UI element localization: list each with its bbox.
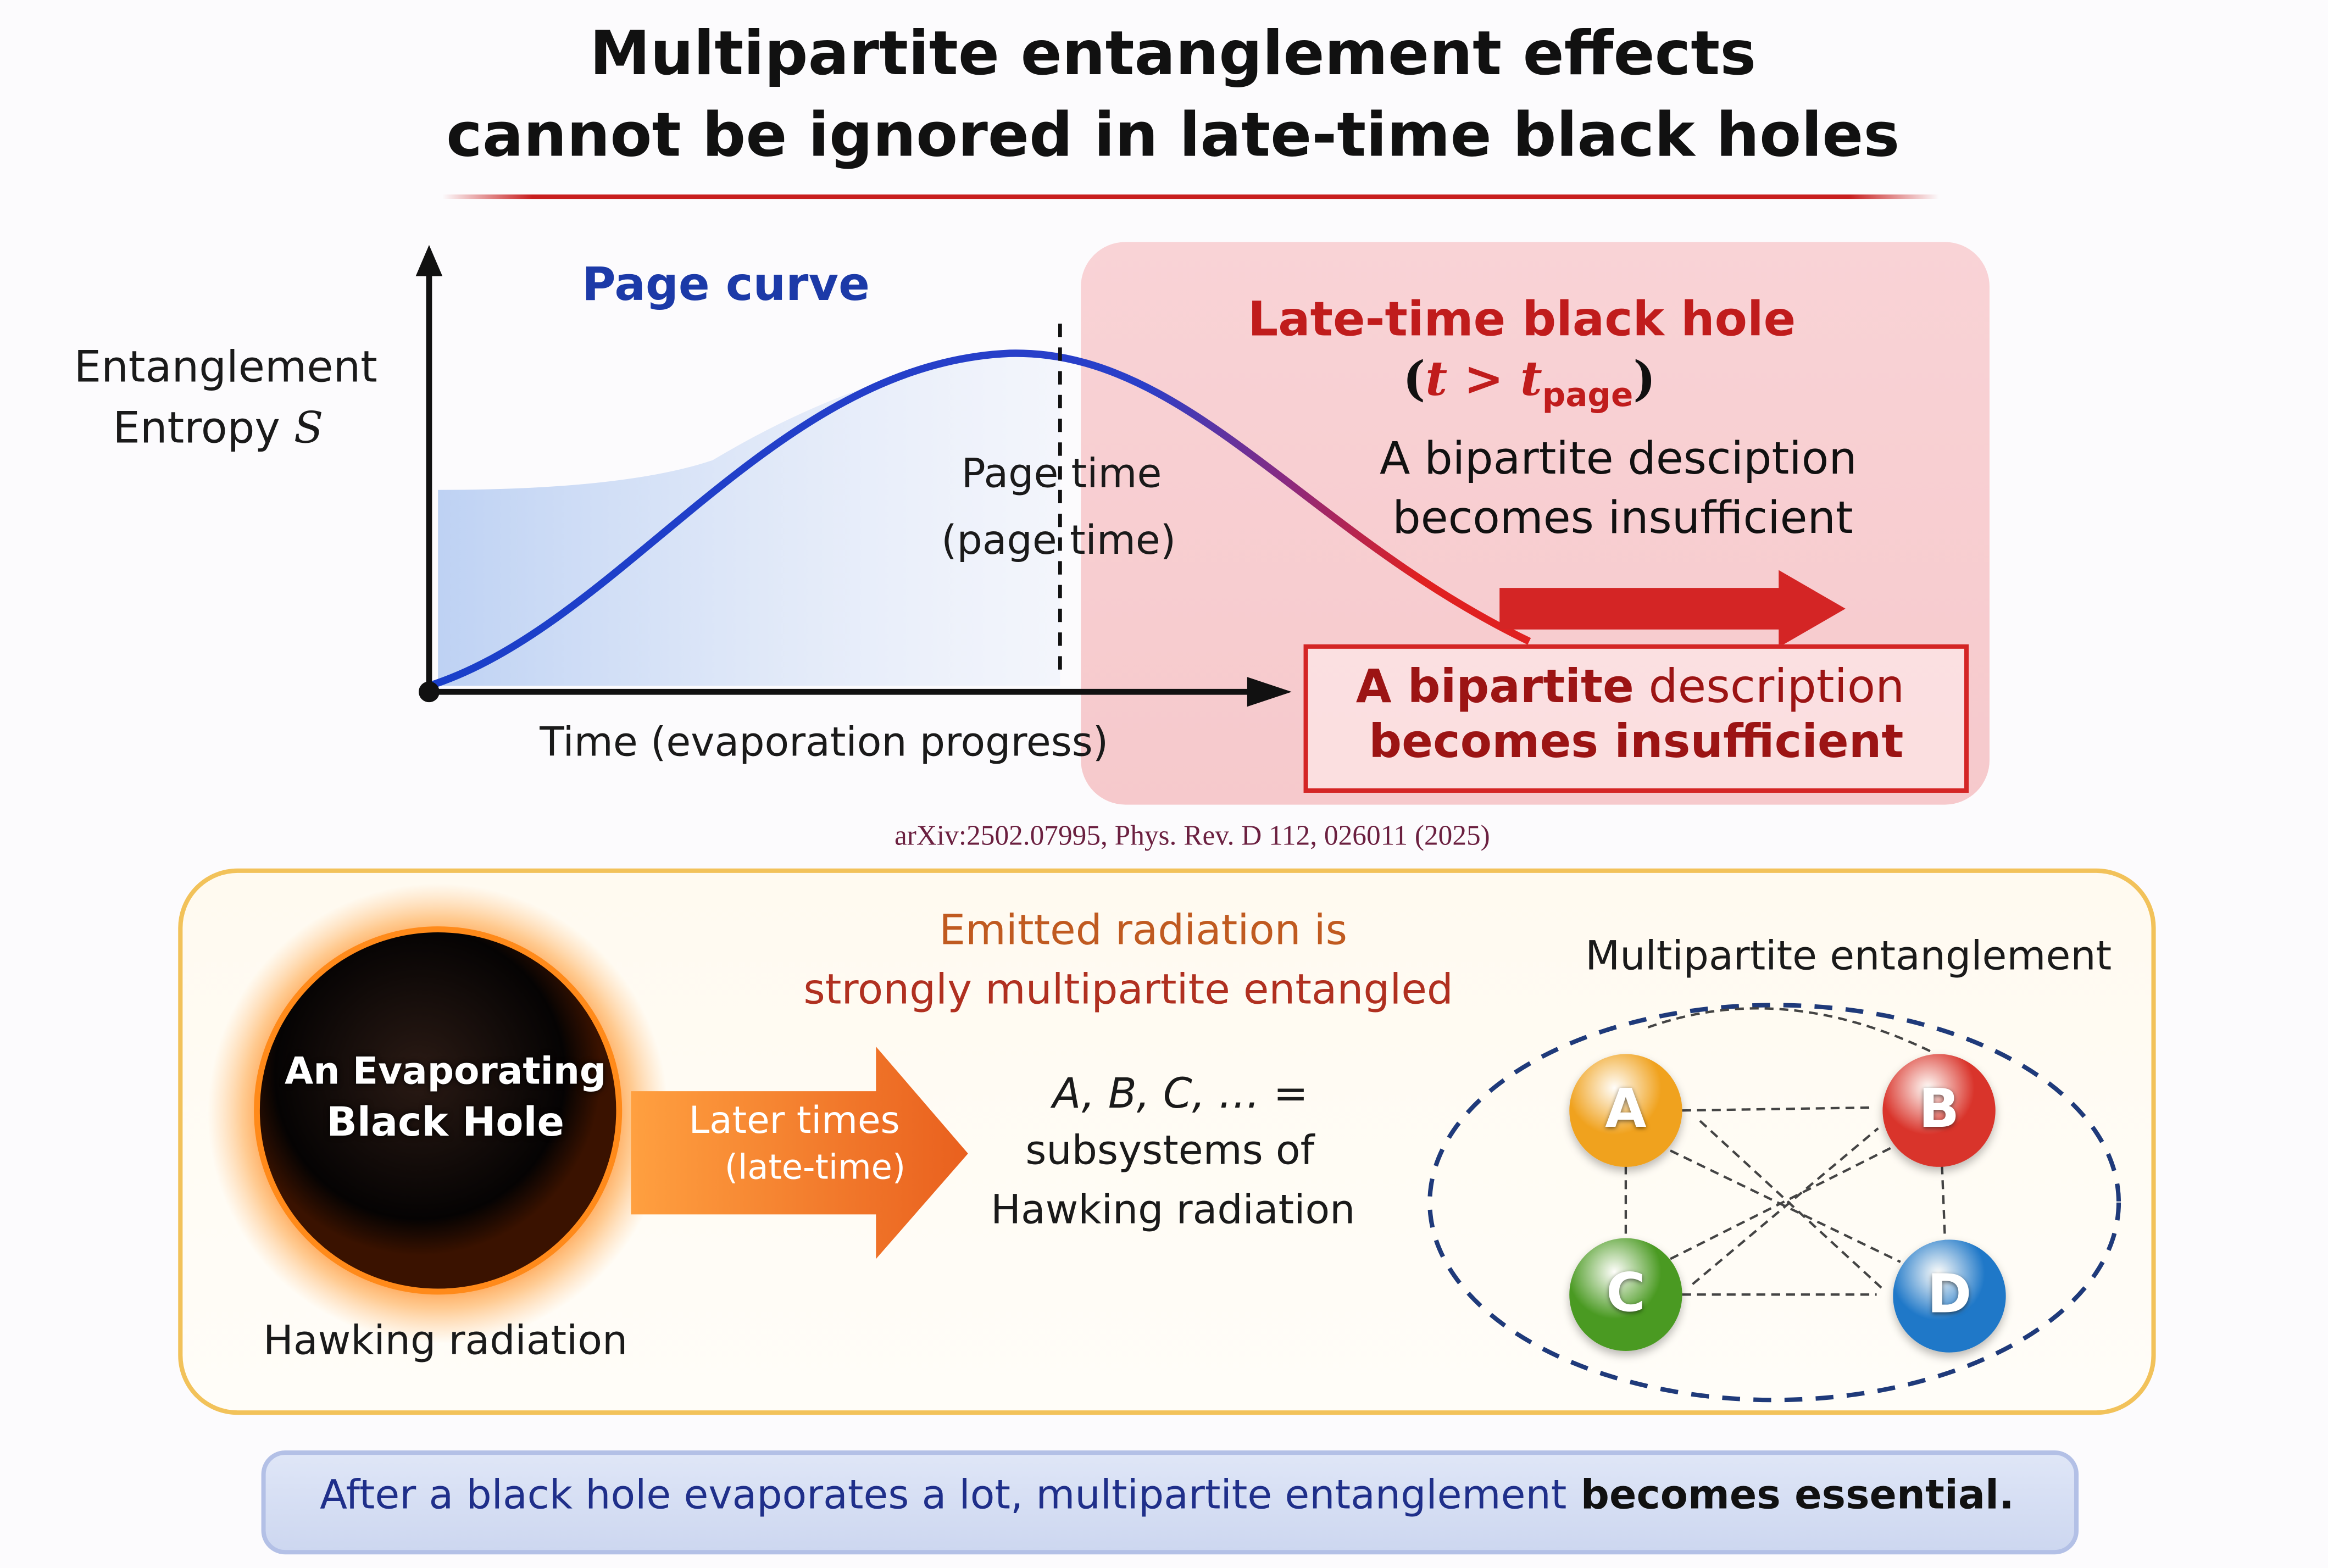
y-axis-variable: S <box>293 402 324 453</box>
title-line-2: cannot be ignored in late-time black hol… <box>446 99 1900 171</box>
y-axis-arrow <box>415 244 443 276</box>
conclusion-text: After a black hole evaporates a lot, mul… <box>320 1473 2014 1519</box>
emitted-line-2: strongly multipartite entangled <box>803 965 1453 1014</box>
entanglement-ellipse <box>1427 1003 2121 1403</box>
box-bipartite: A bipartite <box>1355 660 1634 714</box>
insufficient-line-2: becomes insufficient <box>1369 715 1904 769</box>
arrow-label-2: (late-time) <box>724 1149 906 1188</box>
x-axis-label: Time (evaporation progress) <box>540 720 1109 766</box>
arrow-label-1: Later times <box>688 1098 900 1142</box>
emitted-line-1: Emitted radiation is <box>939 905 1348 955</box>
red-arrow <box>1499 570 1846 648</box>
insufficient-line-1: A bipartite description <box>1356 660 1905 714</box>
conclusion-part-1: After a black hole evaporates a lot, mul… <box>320 1472 1567 1519</box>
title-line-1: Multipartite entanglement effects <box>590 18 1757 90</box>
late-desc-1: A bipartite desciption <box>1379 433 1857 486</box>
late-time-condition: (t > tpage) <box>1403 351 1655 415</box>
y-axis-label-2: Entropy S <box>113 402 323 453</box>
node-b: B <box>1882 1054 1996 1167</box>
lower-graphics <box>208 883 2121 1403</box>
area-under-curve <box>438 353 1060 686</box>
citation: arXiv:2502.07995, Phys. Rev. D 112, 0260… <box>894 821 1490 853</box>
page-curve-line <box>427 349 1531 690</box>
late-time-title: Late-time black hole <box>1248 291 1796 348</box>
t-var: t <box>1425 350 1448 407</box>
conclusion-banner <box>261 1450 2079 1555</box>
title-underline <box>442 194 1940 199</box>
paren-open: ( <box>1403 350 1426 407</box>
late-desc-2: becomes insufficient <box>1392 493 1853 545</box>
y-axis-label-word: Entropy <box>113 402 280 453</box>
page-time-label: Page time <box>961 451 1162 498</box>
page-curve-label: Page curve <box>582 258 870 312</box>
hawking-radiation-label: Hawking radiation <box>263 1318 628 1365</box>
entanglement-links <box>1624 1007 1947 1296</box>
black-hole-label-2: Black Hole <box>326 1100 565 1147</box>
subsystems-line-1: A, B, C, … = <box>1052 1069 1308 1118</box>
conclusion-part-2: becomes essential. <box>1566 1472 2014 1519</box>
node-d: D <box>1893 1239 2006 1353</box>
node-a: A <box>1569 1054 1682 1167</box>
t-page-subscript: page <box>1542 377 1634 415</box>
subsystems-line-2: subsystems of <box>1025 1128 1315 1175</box>
multipartite-title: Multipartite entanglement <box>1585 933 2112 980</box>
later-times-arrow <box>631 1047 968 1259</box>
node-c: C <box>1569 1238 1682 1352</box>
insufficient-box <box>1303 644 1969 793</box>
y-axis-label-1: Entanglement <box>74 341 377 392</box>
gt-sign: > <box>1447 350 1520 407</box>
paren-close: ) <box>1633 350 1656 407</box>
black-hole-label-1: An Evaporating <box>285 1049 607 1093</box>
box-description: description <box>1634 660 1905 714</box>
page-time-sublabel: (page time) <box>941 518 1176 564</box>
x-axis-arrow <box>1247 677 1292 707</box>
page-curve-graph <box>415 244 1846 707</box>
t-page-var: t <box>1520 350 1542 407</box>
origin-dot <box>419 681 440 703</box>
subsystems-line-3: Hawking radiation <box>991 1187 1355 1234</box>
black-hole <box>254 926 623 1295</box>
